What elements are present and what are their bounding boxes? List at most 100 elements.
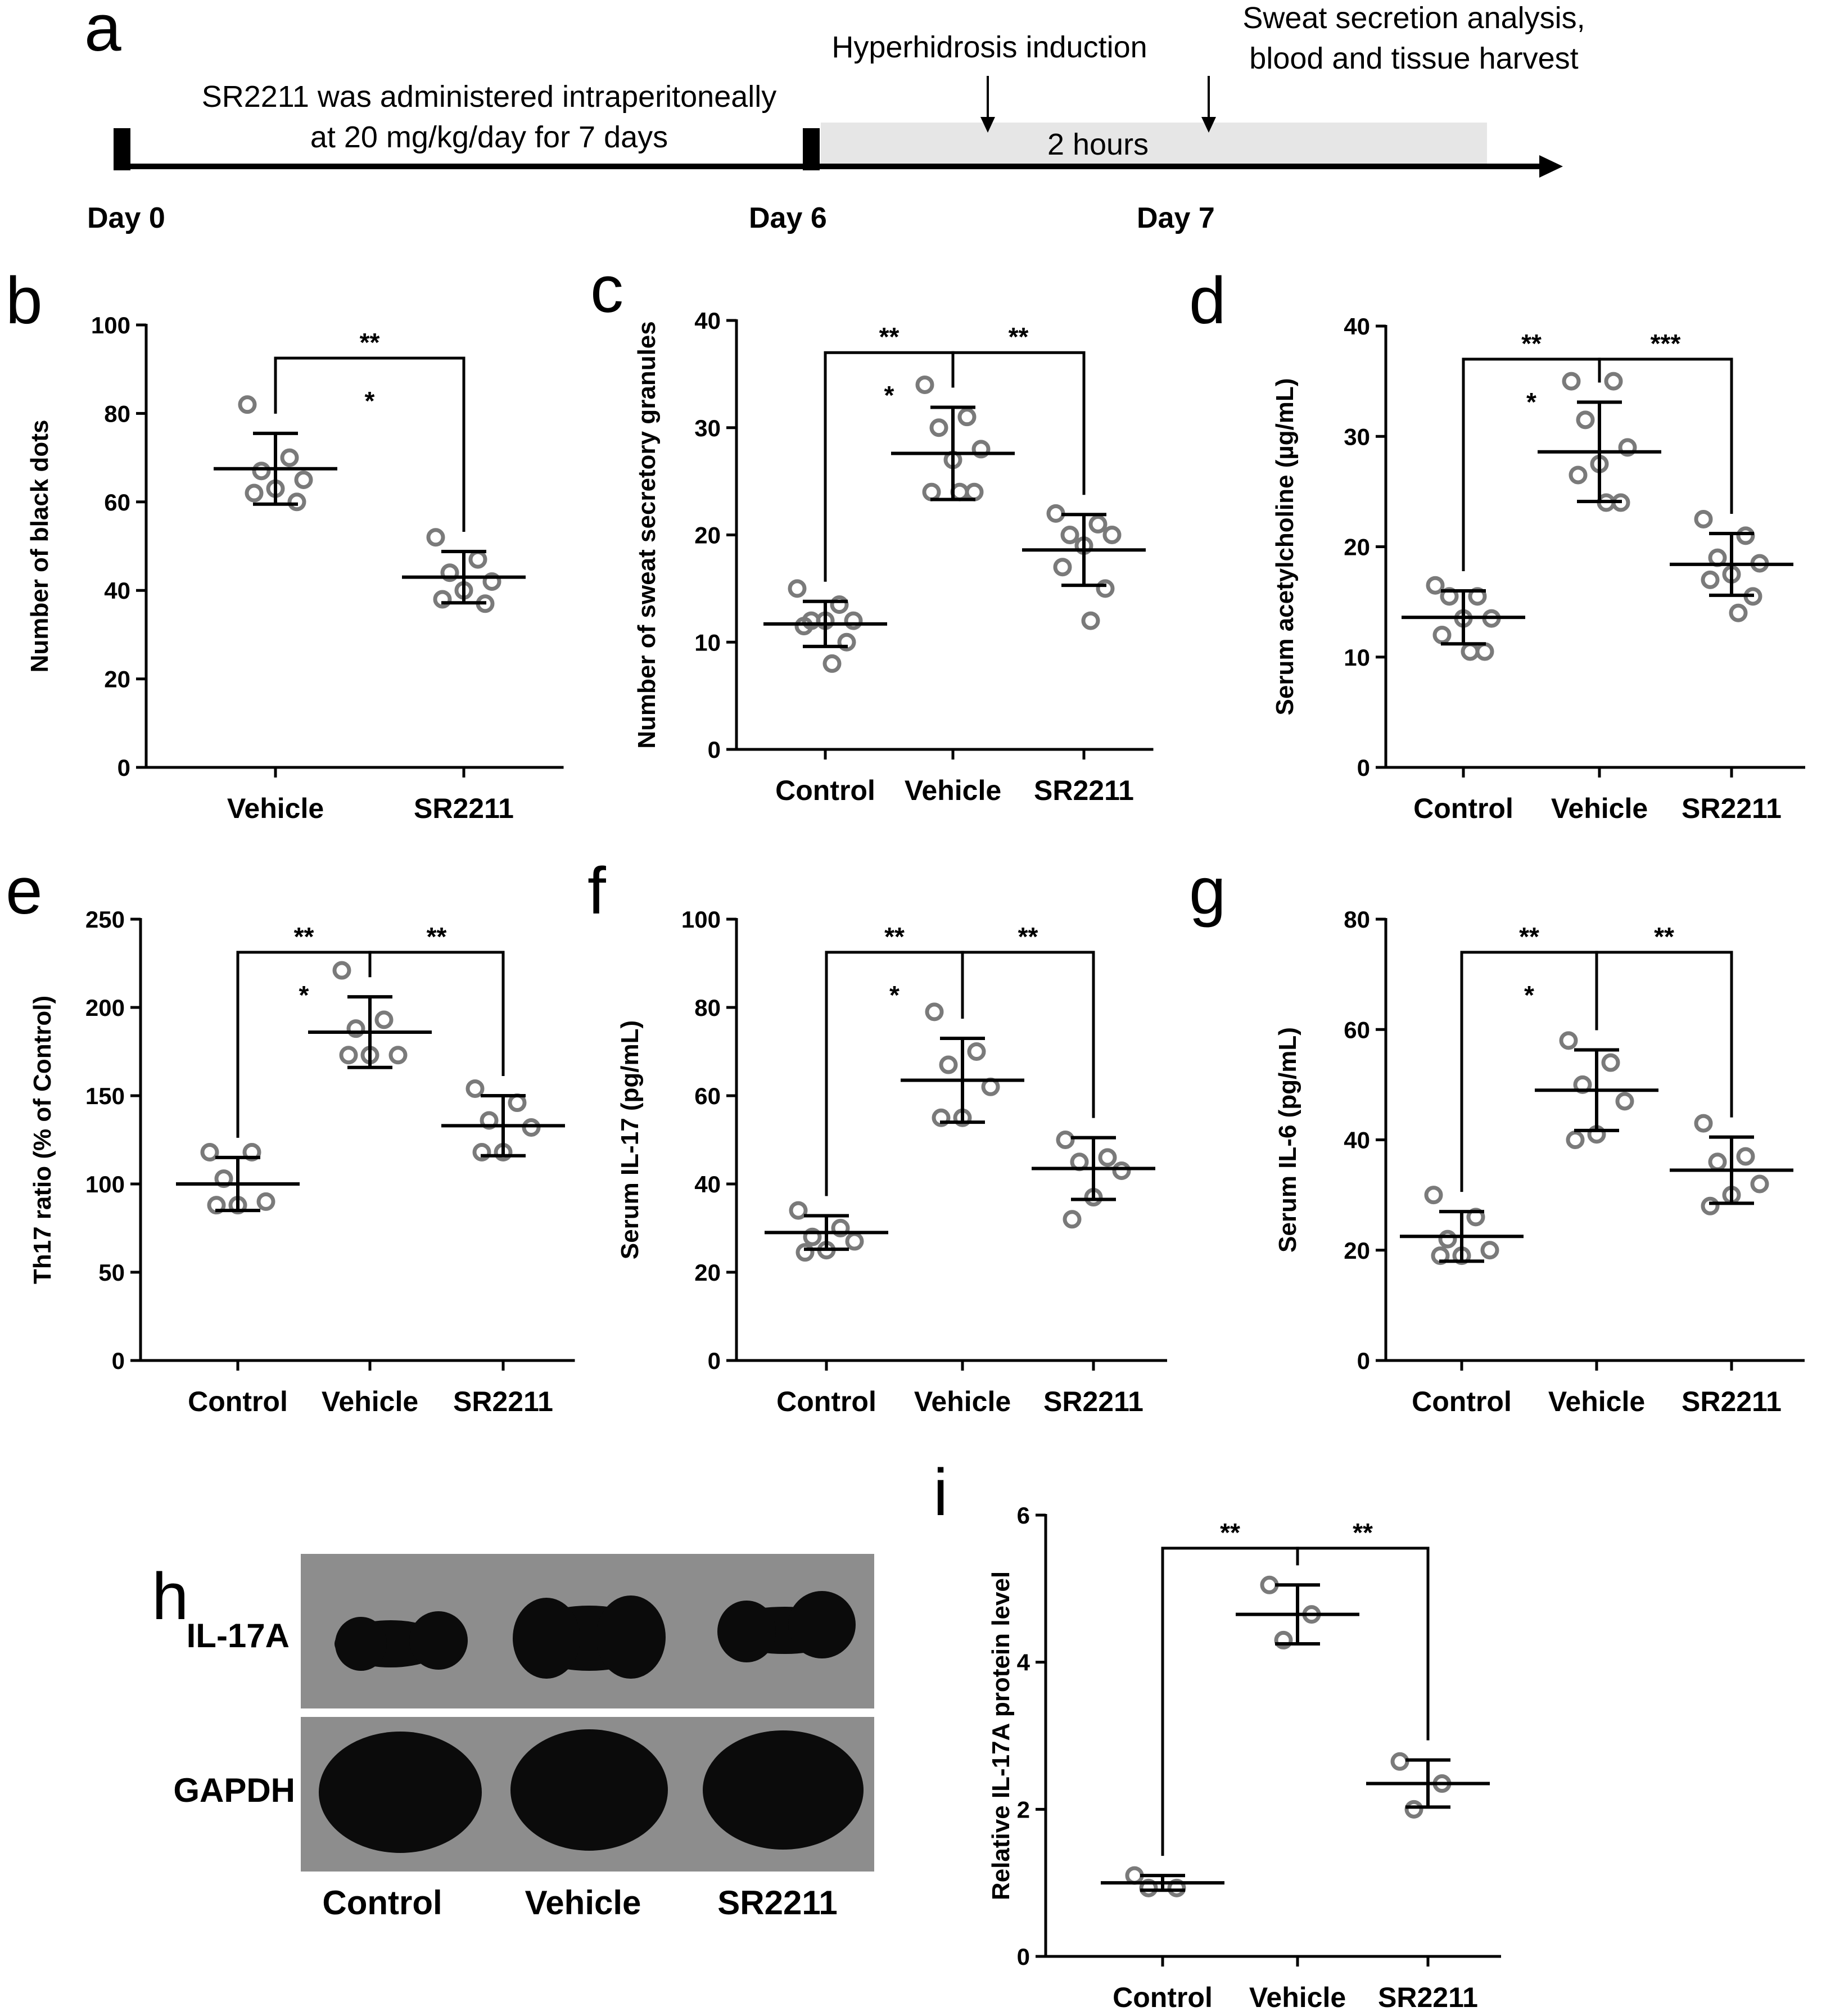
x-category-label: Control (776, 1386, 876, 1417)
significance-stars: ** (1009, 322, 1029, 351)
y-axis-title: Relative IL-17A protein level (987, 1571, 1015, 1900)
analysis-text-line2: blood and tissue harvest (1249, 42, 1578, 75)
data-point (831, 1219, 850, 1237)
y-tick-label: 30 (1344, 423, 1370, 450)
y-tick-label: 10 (1344, 644, 1370, 671)
y-tick-label: 60 (104, 489, 130, 516)
admin-text-line2: at 20 mg/kg/day for 7 days (310, 120, 668, 154)
blot-label-gapdh: GAPDH (173, 1771, 295, 1809)
x-category-label: Vehicle (905, 775, 1001, 806)
data-point (468, 550, 487, 569)
blot-label-il17a: IL-17A (187, 1617, 290, 1655)
data-point (280, 448, 299, 467)
band-gapdh-sr2211 (703, 1730, 864, 1850)
y-tick-label: 30 (694, 415, 721, 441)
data-point (1081, 611, 1100, 630)
significance-stars: ** (1521, 329, 1542, 358)
data-point (374, 1010, 394, 1029)
data-point (1615, 1092, 1634, 1111)
data-point (346, 1019, 365, 1038)
data-point (1424, 1186, 1443, 1205)
panel-g-chart: g 0 20 40 60 80 Control Vehicle SR2211 Serum IL-6… (1189, 854, 1805, 1417)
data-point (1390, 1752, 1409, 1771)
band-il17a-control-edge-left (335, 1617, 387, 1671)
band-gapdh-vehicle (510, 1729, 668, 1851)
data-point (1274, 1630, 1293, 1649)
data-point (1426, 576, 1445, 595)
x-category-label: SR2211 (1043, 1386, 1143, 1417)
data-point (1694, 1114, 1713, 1133)
data-point (1440, 587, 1459, 606)
x-category-label: SR2211 (1682, 1386, 1782, 1417)
significance-stars: ** (879, 322, 900, 351)
y-tick-label: 80 (104, 400, 130, 427)
data-point (1562, 372, 1581, 391)
data-point (1063, 1210, 1082, 1229)
data-point (957, 408, 977, 427)
data-point (1461, 642, 1480, 661)
panel-f-chart: f 0 20 40 60 80 100 Control Vehicle SR2211 Serum I… (587, 854, 1167, 1417)
data-point (1708, 1152, 1727, 1172)
y-tick-label: 20 (1344, 534, 1370, 560)
data-point (287, 492, 306, 512)
data-point (426, 528, 445, 547)
y-axis-title: Serum IL-17 (pg/mL) (616, 1020, 644, 1259)
y-tick-label: 40 (694, 1171, 721, 1197)
data-point (971, 440, 991, 459)
x-category-label: Control (1412, 1386, 1512, 1417)
data-point (1750, 1174, 1769, 1194)
data-point (200, 1142, 219, 1161)
significance-bracket (1296, 1547, 1430, 1741)
y-tick-label: 0 (1357, 754, 1370, 781)
data-point (965, 482, 984, 501)
data-point (433, 590, 452, 609)
data-point (1475, 642, 1494, 661)
data-point (1576, 410, 1595, 430)
x-category-label: Control (775, 775, 875, 806)
data-point (932, 1108, 951, 1127)
band-il17a-vehicle-edge-right (596, 1595, 666, 1679)
panel-d-chart: d 0 10 20 30 40 Control Vehicle SR2211 Serum acet… (1189, 264, 1805, 824)
y-tick-label: 0 (117, 754, 130, 781)
data-point (1701, 570, 1720, 589)
x-category-label: Control (1413, 793, 1513, 824)
day0-tick (114, 128, 130, 170)
data-point (1046, 504, 1065, 523)
data-point (1112, 1161, 1131, 1180)
data-point (388, 1046, 408, 1065)
harvest-arrowhead (1201, 117, 1216, 133)
data-point (1736, 526, 1755, 545)
data-point (332, 961, 351, 980)
data-point (1573, 1075, 1592, 1094)
two-hour-shaded-band (821, 123, 1487, 165)
y-tick-label: 0 (1357, 1348, 1370, 1374)
data-point (1139, 1878, 1158, 1897)
panel-letter-g: g (1189, 854, 1226, 928)
data-point (837, 632, 856, 652)
x-category-label: Vehicle (1548, 1386, 1645, 1417)
significance-star-extra: * (365, 386, 375, 415)
x-category-label: SR2211 (1378, 1982, 1478, 2013)
panel-letter-f: f (587, 854, 606, 928)
significance-stars: ** (884, 922, 905, 951)
significance-stars: *** (1651, 329, 1681, 358)
data-point (915, 375, 934, 394)
data-point (1569, 465, 1588, 485)
data-point (1438, 1230, 1457, 1249)
y-tick-label: 0 (112, 1348, 125, 1374)
data-point (788, 579, 807, 598)
data-point (796, 1243, 815, 1262)
significance-stars: ** (1654, 922, 1674, 951)
x-category-label: SR2211 (414, 793, 514, 824)
data-point (1125, 1866, 1144, 1885)
day-label-0: Day 0 (87, 202, 165, 234)
significance-bracket (1161, 1547, 1299, 1856)
blot-lane-vehicle: Vehicle (525, 1884, 641, 1922)
y-tick-label: 10 (694, 629, 721, 656)
data-point (339, 1046, 358, 1065)
band-il17a-control-edge-right (409, 1611, 468, 1670)
data-point (508, 1093, 527, 1113)
data-point (1559, 1031, 1578, 1050)
panel-letter-b: b (6, 264, 43, 338)
